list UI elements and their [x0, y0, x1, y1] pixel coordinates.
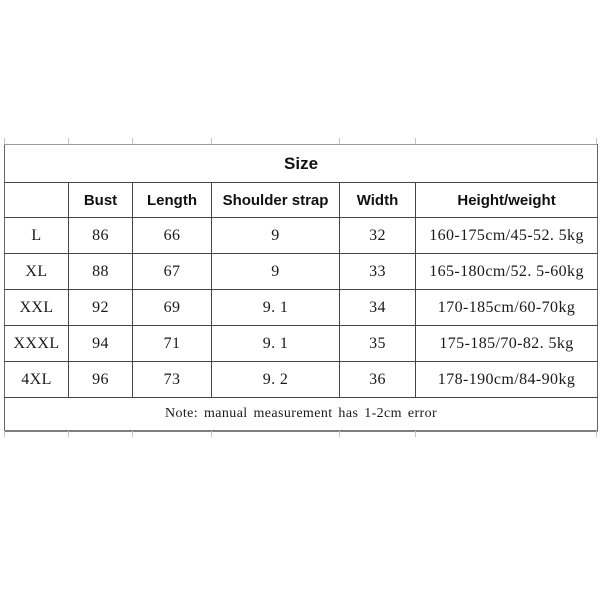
crop-artifact-tick [132, 431, 133, 437]
crop-artifact-tick [68, 431, 69, 437]
crop-artifact-tick [4, 431, 5, 437]
crop-artifact-tick [4, 138, 5, 144]
height-weight-value: 165-180cm/52. 5-60kg [414, 253, 599, 290]
column-header-shoulder-strap: Shoulder strap [211, 182, 340, 218]
column-header-bust: Bust [68, 182, 133, 218]
shoulder-strap-value: 9. 2 [211, 361, 340, 398]
bust-value: 94 [68, 325, 133, 362]
column-header-width: Width [339, 182, 416, 218]
bust-value: 96 [68, 361, 133, 398]
width-value: 35 [339, 325, 416, 362]
width-value: 34 [339, 289, 416, 326]
table-row-l: L 86 66 9 32 160-175cm/45-52. 5kg [4, 217, 599, 254]
height-weight-value: 178-190cm/84-90kg [414, 361, 599, 398]
crop-artifact-tick [339, 138, 340, 144]
table-row-xl: XL 88 67 9 33 165-180cm/52. 5-60kg [4, 253, 599, 290]
crop-artifact-tick [68, 138, 69, 144]
crop-artifact-tick [415, 138, 416, 144]
table-row-xxxl: XXXL 94 71 9. 1 35 175-185/70-82. 5kg [4, 325, 599, 362]
bust-value: 88 [68, 253, 133, 290]
shoulder-strap-value: 9 [211, 217, 340, 254]
size-label: XL [4, 253, 69, 290]
bust-value: 86 [68, 217, 133, 254]
crop-artifact-tick [132, 138, 133, 144]
column-header-height-weight: Height/weight [414, 182, 599, 218]
size-label: L [4, 217, 69, 254]
table-row-xxl: XXL 92 69 9. 1 34 170-185cm/60-70kg [4, 289, 599, 326]
shoulder-strap-value: 9 [211, 253, 340, 290]
table-header-row: Bust Length Shoulder strap Width Height/… [4, 182, 599, 218]
crop-artifact-tick [596, 431, 597, 437]
size-label: XXXL [4, 325, 69, 362]
height-weight-value: 160-175cm/45-52. 5kg [414, 217, 599, 254]
table-note-row: Note: manual measurement has 1-2cm error [3, 397, 599, 432]
measurement-note: Note: manual measurement has 1-2cm error [3, 397, 599, 432]
table-row-4xl: 4XL 96 73 9. 2 36 178-190cm/84-90kg [4, 361, 599, 398]
crop-artifact-tick [211, 138, 212, 144]
length-value: 71 [132, 325, 212, 362]
size-label: 4XL [4, 361, 69, 398]
crop-artifact-tick [415, 431, 416, 437]
table-title: Size [3, 144, 599, 183]
width-value: 33 [339, 253, 416, 290]
width-value: 36 [339, 361, 416, 398]
bust-value: 92 [68, 289, 133, 326]
column-header-size-blank [4, 182, 69, 218]
height-weight-value: 170-185cm/60-70kg [414, 289, 599, 326]
crop-artifact-tick [339, 431, 340, 437]
length-value: 73 [132, 361, 212, 398]
width-value: 32 [339, 217, 416, 254]
crop-artifact-tick [211, 431, 212, 437]
height-weight-value: 175-185/70-82. 5kg [414, 325, 599, 362]
length-value: 66 [132, 217, 212, 254]
size-label: XXL [4, 289, 69, 326]
crop-artifact-tick [596, 138, 597, 144]
length-value: 69 [132, 289, 212, 326]
table-title-row: Size [3, 144, 599, 183]
column-header-length: Length [132, 182, 212, 218]
shoulder-strap-value: 9. 1 [211, 325, 340, 362]
size-chart-table: Size Bust Length Shoulder strap Width He… [3, 144, 599, 432]
length-value: 67 [132, 253, 212, 290]
shoulder-strap-value: 9. 1 [211, 289, 340, 326]
